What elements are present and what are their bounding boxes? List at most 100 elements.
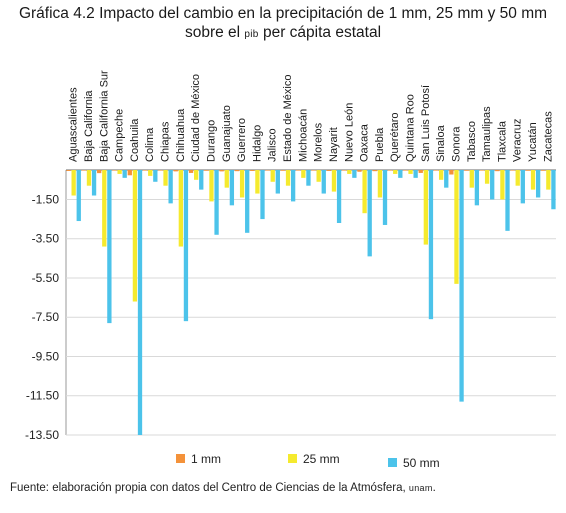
bar [546, 170, 551, 190]
bar [515, 170, 520, 186]
bar [122, 170, 127, 178]
source-end: . [432, 482, 436, 494]
bar [387, 170, 393, 171]
source-text: Fuente: elaboración propia con datos del… [10, 482, 409, 494]
x-category-label: Nayarit [328, 127, 340, 162]
x-category-label: Durango [205, 120, 217, 162]
bar [336, 170, 342, 223]
bar [255, 170, 260, 194]
bar [173, 170, 178, 172]
bar [454, 170, 459, 284]
bar [326, 170, 332, 171]
x-category-labels: Aguascalientes Baja California Baja Califo… [68, 70, 555, 162]
bar [250, 170, 255, 171]
bar [510, 170, 515, 171]
bar [357, 170, 362, 172]
bar [449, 170, 454, 175]
bar [377, 170, 383, 198]
bar [505, 170, 510, 231]
y-tick-labels: -1.50 -3.50 -5.50 -7.50 -9.50 -11.50 -13.50 [25, 192, 59, 442]
x-category-label: Jalisco [267, 128, 279, 162]
bar [265, 170, 270, 171]
bar [352, 170, 357, 178]
bar [188, 170, 194, 173]
bar [66, 170, 71, 171]
chart-grid [65, 169, 556, 436]
y-tick-label: -13.50 [25, 428, 59, 442]
bar [97, 170, 102, 174]
bar [234, 170, 240, 172]
bar [178, 170, 183, 247]
source-note: Fuente: elaboración propia con datos del… [10, 482, 436, 494]
bar [535, 170, 541, 198]
bar [469, 170, 474, 188]
bar [224, 170, 229, 188]
x-category-label: Tlaxcala [496, 120, 508, 162]
x-category-label: Puebla [374, 127, 386, 162]
bar [331, 170, 337, 192]
x-category-label: Colima [144, 127, 156, 162]
legend-swatch [176, 454, 185, 463]
x-category-label: Tabasco [466, 121, 478, 162]
x-category-label: Ciudad de México [190, 74, 202, 162]
x-category-label: Veracruz [512, 119, 524, 162]
y-tick-label: -9.50 [32, 349, 60, 363]
legend-label: 25 mm [303, 452, 340, 466]
bar [444, 170, 449, 188]
x-category-label: San Luis Potosí [420, 85, 432, 162]
x-category-label: Baja California Sur [98, 70, 110, 162]
bar [362, 170, 367, 214]
y-tick-label: -11.50 [26, 389, 59, 403]
bar [183, 170, 189, 322]
bar [168, 170, 173, 204]
y-tick-label: -5.50 [32, 271, 60, 285]
x-category-label: Chihuahua [175, 108, 187, 162]
bar [393, 170, 398, 174]
bar [280, 170, 286, 171]
bar [132, 170, 138, 302]
title-line2-post: per cápita estatal [258, 24, 382, 41]
x-category-label: Querétaro [389, 112, 401, 162]
chart-title-line2: sobre el pib per cápita estatal [0, 23, 566, 44]
bar [296, 170, 301, 171]
bar [117, 170, 122, 174]
bar [107, 170, 112, 324]
x-category-label: Sinaloa [435, 124, 447, 162]
bar [137, 170, 143, 435]
x-category-label: Morelos [313, 122, 325, 162]
bar [479, 170, 485, 171]
legend-label: 1 mm [191, 452, 221, 466]
x-category-label: Estado de México [282, 75, 294, 162]
bar [459, 170, 464, 402]
bar [316, 170, 321, 182]
bar [204, 170, 209, 171]
x-category-label: Oaxaca [359, 123, 371, 162]
bar [495, 170, 500, 172]
bar [500, 170, 505, 200]
legend-swatch [288, 454, 297, 463]
bar [428, 170, 434, 320]
bar [520, 170, 525, 204]
bar [530, 170, 536, 190]
title-line2-pib: pib [244, 29, 259, 40]
bar [112, 170, 117, 171]
bar [372, 170, 377, 172]
bar [306, 170, 311, 186]
chart-bars [66, 170, 556, 435]
source-unam: unam [408, 483, 433, 493]
bar [433, 170, 439, 171]
bar [148, 170, 153, 176]
x-category-label: Michoacán [297, 109, 309, 162]
bar [127, 170, 132, 176]
chart-title: Gráfica 4.2 Impacto del cambio en la pre… [0, 4, 566, 44]
x-category-label: Yucatán [527, 122, 539, 162]
bar [403, 170, 408, 171]
bar [199, 170, 204, 190]
bar [214, 170, 219, 235]
bar [367, 170, 372, 257]
bar [158, 170, 163, 171]
x-category-label: Coahuila [129, 118, 141, 162]
x-category-label: Baja California [83, 90, 95, 162]
bar [229, 170, 235, 206]
x-category-label: Aguascalientes [68, 87, 80, 162]
